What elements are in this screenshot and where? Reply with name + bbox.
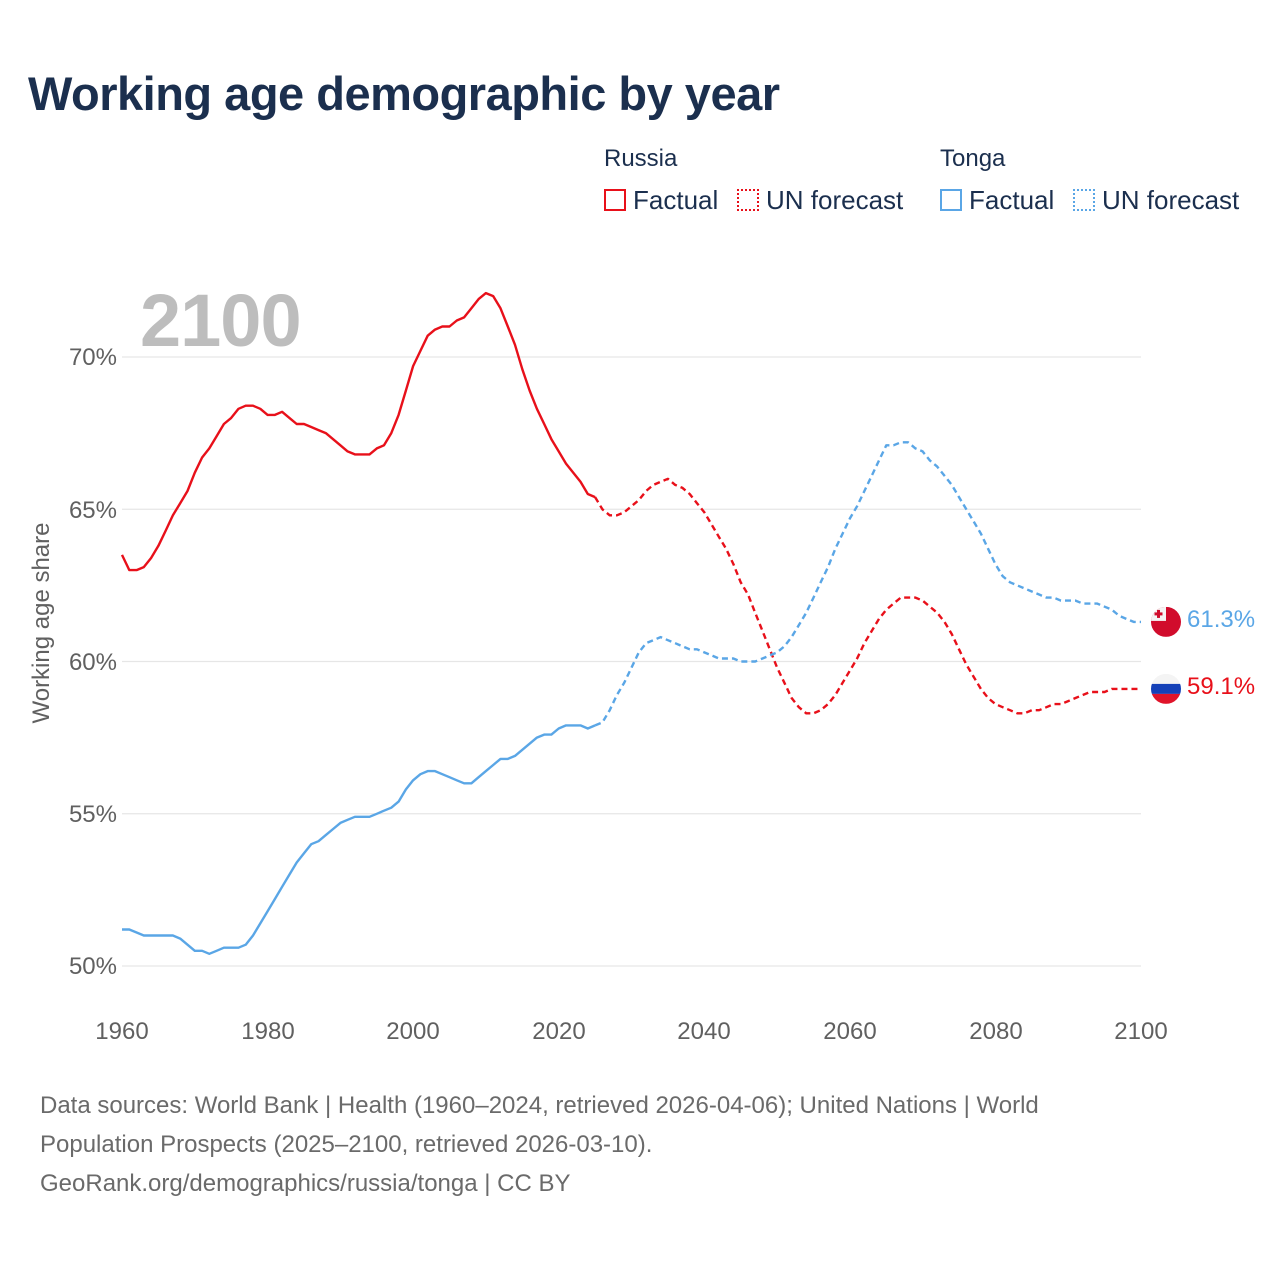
- y-tick-label: 55%: [68, 801, 117, 828]
- legend-russia-factual[interactable]: Factual: [604, 185, 718, 215]
- legend-label: Factual: [969, 184, 1055, 215]
- legend-swatch-solid-icon: [604, 189, 626, 211]
- y-tick-label: 65%: [68, 497, 117, 524]
- legend-swatch-dotted-icon: [1073, 189, 1095, 211]
- chart-title: Working age demographic by year: [28, 67, 780, 120]
- x-tick-label: 2040: [677, 1018, 731, 1045]
- y-axis-label: Working age share: [28, 522, 55, 724]
- x-tick-label: 2000: [386, 1018, 440, 1045]
- tonga-flag-icon: [1151, 606, 1181, 637]
- russia-end-value: 59.1%: [1187, 673, 1256, 700]
- legend-label: UN forecast: [1102, 184, 1240, 215]
- tonga-factual-line[interactable]: [122, 724, 596, 955]
- y-tick-label: 60%: [68, 649, 117, 676]
- legend-group-russia: Russia: [604, 145, 678, 172]
- russia-factual-line[interactable]: [120, 291, 596, 572]
- legend-label: Factual: [633, 184, 719, 215]
- y-tick-label: 50%: [68, 953, 117, 980]
- legend-group-tonga: Tonga: [940, 145, 1006, 172]
- legend-swatch-dotted-icon: [737, 189, 759, 211]
- legend-tonga-factual[interactable]: Factual: [940, 185, 1054, 215]
- tonga-end-value: 61.3%: [1187, 606, 1256, 633]
- footer-sources: Data sources: World Bank | Health (1960–…: [40, 1086, 1240, 1203]
- y-tick-label: 70%: [68, 344, 117, 371]
- x-tick-label: 2020: [532, 1018, 586, 1045]
- tonga-forecast-line[interactable]: [594, 441, 1141, 727]
- legend-russia-forecast[interactable]: UN forecast: [737, 185, 903, 215]
- russia-forecast-line[interactable]: [594, 477, 1141, 715]
- x-tick-label: 2060: [823, 1018, 877, 1045]
- x-tick-label: 1960: [95, 1018, 149, 1045]
- legend-swatch-solid-icon: [940, 189, 962, 211]
- x-tick-label: 1980: [241, 1018, 295, 1045]
- legend-label: UN forecast: [766, 184, 904, 215]
- footer-line: Population Prospects (2025–2100, retriev…: [40, 1131, 653, 1158]
- current-year-label: 2100: [140, 279, 302, 362]
- legend-tonga-forecast[interactable]: UN forecast: [1073, 185, 1239, 215]
- footer-line: Data sources: World Bank | Health (1960–…: [40, 1092, 1039, 1119]
- x-tick-label: 2100: [1114, 1018, 1168, 1045]
- russia-flag-icon: [1151, 673, 1181, 704]
- x-tick-label: 2080: [969, 1018, 1023, 1045]
- footer-line: GeoRank.org/demographics/russia/tonga | …: [40, 1170, 571, 1197]
